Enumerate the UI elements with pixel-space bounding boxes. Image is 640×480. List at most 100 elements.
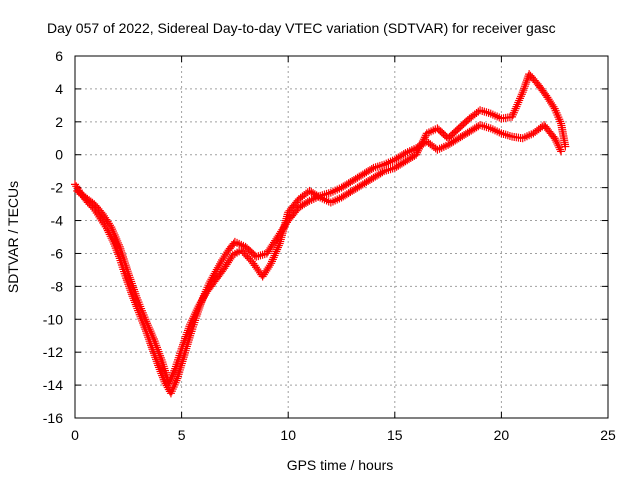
data-point	[188, 316, 197, 325]
data-point	[274, 241, 283, 250]
data-point	[108, 225, 117, 234]
data-point	[148, 331, 157, 340]
data-point	[190, 310, 199, 319]
x-tick-label: 5	[178, 427, 186, 443]
data-point	[419, 135, 428, 144]
data-point	[550, 134, 559, 143]
data-point	[143, 319, 152, 328]
data-point	[181, 332, 190, 341]
data-point	[478, 121, 487, 130]
data-point	[378, 168, 387, 177]
data-point	[522, 78, 531, 87]
data-point	[508, 110, 517, 119]
y-tick-label: 2	[55, 114, 63, 130]
data-point	[256, 251, 265, 260]
data-point	[561, 142, 570, 151]
data-point	[113, 236, 122, 245]
data-point	[510, 106, 519, 115]
data-point	[273, 243, 282, 252]
data-point	[184, 324, 193, 333]
data-point	[270, 251, 279, 260]
data-point	[555, 143, 564, 152]
data-point	[129, 283, 138, 292]
data-point	[516, 94, 525, 103]
data-point	[415, 144, 424, 153]
data-point	[152, 357, 161, 366]
plot-frame	[74, 55, 609, 419]
data-point	[267, 259, 276, 268]
data-point	[177, 344, 186, 353]
data-point	[118, 250, 127, 259]
data-point	[272, 247, 281, 256]
y-axis-label: SDTVAR / TECUs	[5, 181, 21, 293]
data-point	[125, 273, 134, 282]
data-point	[514, 98, 523, 107]
data-point	[414, 146, 423, 155]
x-tick-label: 10	[280, 427, 296, 443]
data-point	[119, 252, 128, 261]
data-point	[152, 355, 161, 364]
data-point	[182, 330, 191, 339]
data-point	[183, 328, 192, 337]
data-point	[126, 275, 135, 284]
data-point	[128, 281, 137, 290]
data-point	[187, 318, 196, 327]
y-tick-label: -8	[51, 278, 64, 294]
data-point	[416, 141, 425, 150]
data-point	[517, 90, 526, 99]
data-point	[551, 136, 560, 145]
data-point	[269, 253, 278, 262]
data-point	[111, 233, 120, 241]
data-point	[512, 102, 521, 111]
x-tick-label: 25	[600, 427, 616, 443]
data-point	[193, 304, 202, 313]
data-point	[121, 261, 130, 270]
data-points	[71, 70, 570, 398]
data-point	[183, 326, 192, 335]
y-tick-label: 4	[55, 81, 63, 97]
data-point	[149, 333, 158, 342]
data-point	[109, 229, 118, 238]
data-point	[141, 315, 150, 324]
data-point	[114, 240, 123, 249]
y-tick-label: -14	[43, 377, 63, 393]
data-point	[125, 271, 134, 280]
data-point	[107, 223, 116, 232]
data-point	[122, 265, 131, 274]
data-point	[516, 92, 525, 101]
data-point	[508, 112, 517, 121]
data-point	[127, 279, 136, 288]
data-point	[188, 314, 197, 323]
y-tick-label: -10	[43, 311, 63, 327]
data-point	[117, 248, 126, 257]
data-point	[146, 327, 155, 336]
x-tick-label: 20	[494, 427, 510, 443]
data-point	[178, 342, 187, 351]
data-point	[511, 104, 520, 113]
data-point	[503, 131, 512, 140]
data-point	[367, 164, 376, 173]
data-point	[185, 322, 194, 331]
data-point	[120, 257, 129, 266]
data-point	[271, 249, 280, 258]
data-point	[556, 145, 565, 154]
data-point	[145, 325, 154, 334]
y-tick-label: 6	[55, 48, 63, 64]
data-point	[131, 289, 140, 298]
data-point	[154, 361, 163, 370]
data-point	[413, 148, 422, 157]
y-tick-label: -4	[51, 213, 64, 229]
data-point	[553, 139, 562, 148]
data-point	[127, 277, 136, 286]
x-tick-label: 15	[387, 427, 403, 443]
data-point	[268, 255, 277, 264]
x-tick-label: 0	[71, 427, 79, 443]
data-point	[554, 141, 563, 150]
data-point	[186, 320, 195, 329]
data-point	[143, 321, 152, 330]
data-point	[420, 133, 429, 142]
data-point	[192, 306, 201, 315]
data-point	[108, 227, 117, 236]
data-point	[273, 245, 282, 254]
